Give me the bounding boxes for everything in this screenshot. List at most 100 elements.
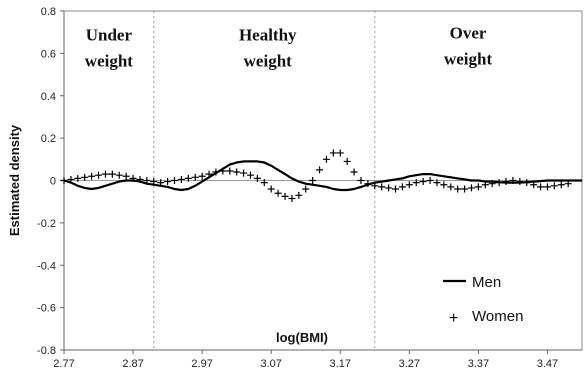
women-point xyxy=(81,173,89,181)
region-label: Healthy xyxy=(239,26,297,45)
women-point xyxy=(191,173,199,181)
women-point xyxy=(260,179,268,187)
women-point xyxy=(426,177,434,184)
women-point xyxy=(233,168,241,176)
legend-women-label: Women xyxy=(472,308,523,325)
women-point xyxy=(150,178,158,186)
women-point xyxy=(115,171,123,179)
women-point xyxy=(143,177,151,184)
women-point xyxy=(454,185,462,193)
x-axis-title: log(BMI) xyxy=(276,330,328,345)
women-point xyxy=(67,175,75,183)
women-point xyxy=(392,185,400,193)
women-point xyxy=(474,183,482,191)
women-point xyxy=(171,177,179,184)
women-point xyxy=(447,183,455,191)
women-point xyxy=(288,195,296,203)
series-men-line xyxy=(63,160,582,192)
x-tick-label: 3.27 xyxy=(399,358,420,370)
women-point xyxy=(481,181,489,189)
women-point xyxy=(108,170,116,178)
women-point xyxy=(537,183,545,191)
women-point xyxy=(316,166,324,174)
x-tick-label: 2.87 xyxy=(122,358,143,370)
region-labels: Under weight Healthy weight Over weight xyxy=(85,24,493,71)
women-point xyxy=(240,169,248,177)
women-point xyxy=(412,179,420,187)
women-point xyxy=(309,177,317,184)
women-point xyxy=(398,183,406,191)
tick-labels: 0.8 0.6 0.4 0.2 0 -0.2 -0.4 -0.6 -0.82.77 2.87 2.9… xyxy=(37,6,558,370)
x-tick-label: 3.17 xyxy=(330,358,351,370)
women-point xyxy=(253,174,261,182)
women-point xyxy=(509,177,517,184)
women-point xyxy=(157,179,165,187)
women-point xyxy=(433,179,441,187)
y-tick-label: 0.8 xyxy=(41,6,56,18)
region-label: weight xyxy=(244,52,293,71)
region-label: weight xyxy=(444,50,493,69)
women-point xyxy=(440,181,448,189)
women-point xyxy=(212,168,220,176)
women-point xyxy=(495,179,503,187)
x-tick-label: 2.97 xyxy=(191,358,212,370)
women-point xyxy=(274,189,282,197)
women-point xyxy=(74,174,82,182)
women-point xyxy=(564,180,572,188)
y-tick-label: -0.8 xyxy=(37,345,56,357)
women-point xyxy=(88,172,96,180)
women-point xyxy=(488,180,496,188)
y-tick-label: -0.4 xyxy=(37,260,56,272)
women-point xyxy=(419,178,427,186)
region-label: weight xyxy=(85,52,134,71)
women-point xyxy=(184,174,192,182)
y-axis-title: Estimated density xyxy=(7,124,22,236)
y-tick-label: 0.6 xyxy=(41,48,56,60)
y-tick-label: 0.4 xyxy=(41,91,56,103)
women-point xyxy=(246,171,254,179)
region-label: Under xyxy=(86,26,133,45)
women-point xyxy=(371,182,379,190)
women-point xyxy=(543,183,551,191)
y-tick-label: -0.2 xyxy=(37,218,56,230)
women-point xyxy=(302,185,310,193)
legend-women-swatch: + xyxy=(449,310,458,327)
women-point xyxy=(136,175,144,183)
women-point xyxy=(343,157,351,165)
x-tick-label: 2.77 xyxy=(53,358,74,370)
women-point xyxy=(550,182,558,190)
women-point xyxy=(530,181,538,189)
women-point xyxy=(523,179,531,187)
women-point xyxy=(502,178,510,186)
women-point xyxy=(129,174,137,182)
women-point xyxy=(557,181,565,189)
women-point xyxy=(405,181,413,189)
women-point xyxy=(461,185,469,193)
women-point xyxy=(329,149,337,157)
women-point xyxy=(226,167,234,175)
y-tick-label: -0.6 xyxy=(37,303,56,315)
legend-men-label: Men xyxy=(472,274,501,291)
women-point xyxy=(350,168,358,176)
x-tick-label: 3.37 xyxy=(468,358,489,370)
women-point xyxy=(60,177,68,184)
women-point xyxy=(164,178,172,186)
region-dividers xyxy=(153,11,376,350)
women-point xyxy=(467,184,475,192)
women-point xyxy=(295,191,303,199)
women-point xyxy=(322,155,330,163)
women-point xyxy=(219,167,227,175)
legend: Men + Women xyxy=(443,274,523,327)
women-point xyxy=(205,170,213,178)
women-point xyxy=(101,170,109,178)
x-tick-label: 3.47 xyxy=(537,358,558,370)
region-label: Over xyxy=(450,24,487,43)
women-point xyxy=(385,184,393,192)
women-point xyxy=(267,185,275,193)
x-tick-label: 3.07 xyxy=(260,358,281,370)
women-point xyxy=(177,175,185,183)
women-point xyxy=(364,180,372,188)
y-tick-label: 0 xyxy=(50,176,56,188)
women-point xyxy=(281,192,289,200)
